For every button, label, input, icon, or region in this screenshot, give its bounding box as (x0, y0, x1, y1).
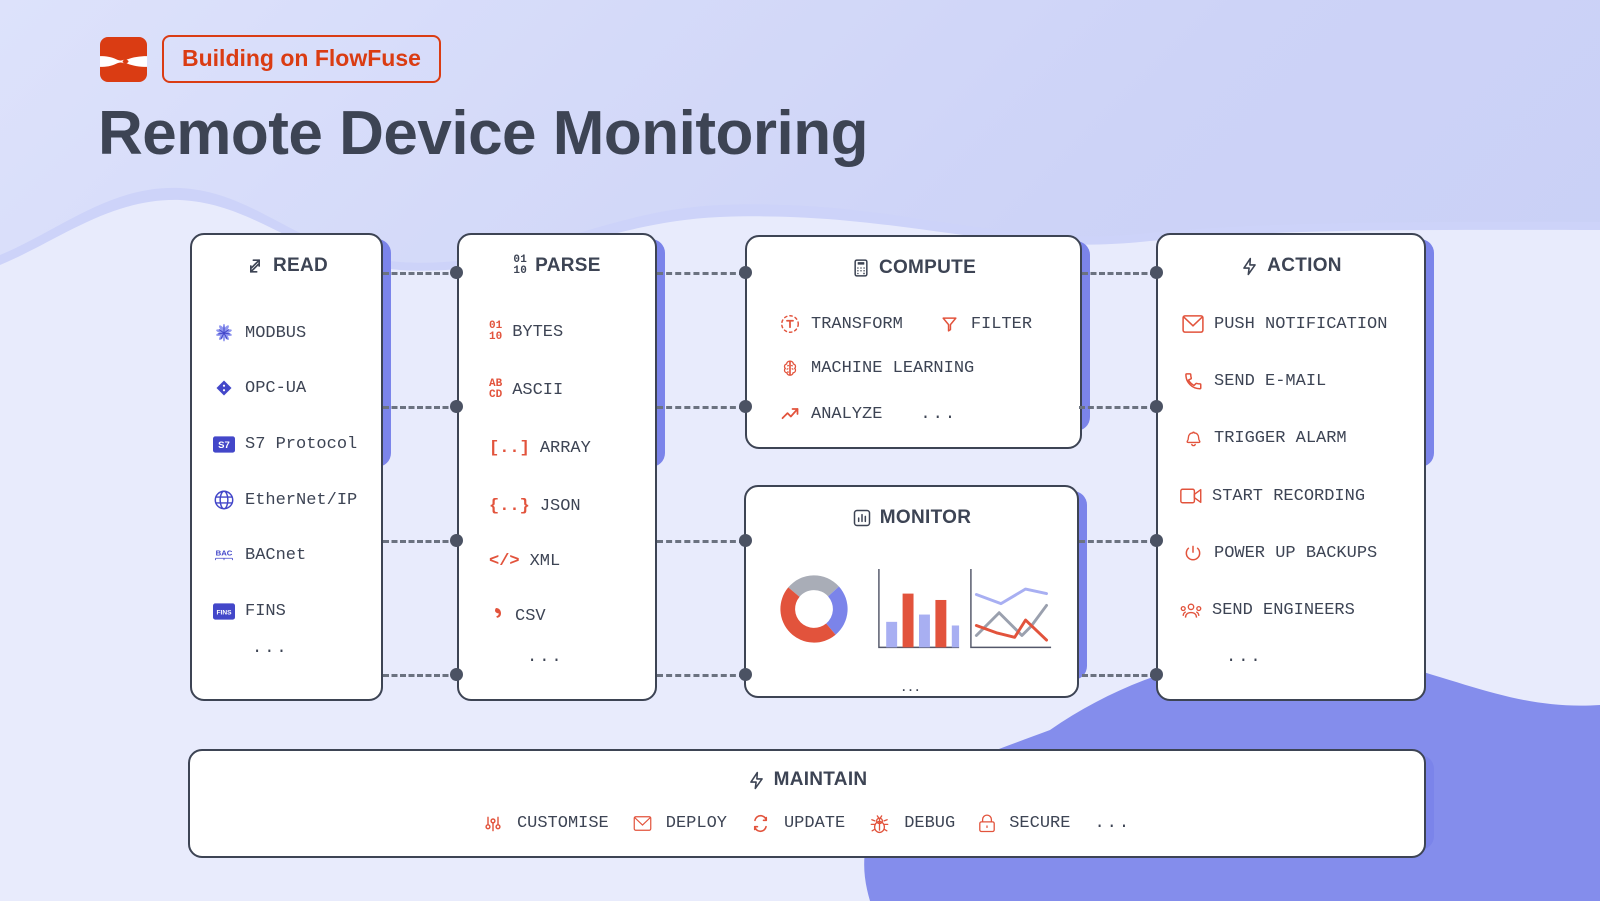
svg-text:BAC: BAC (216, 549, 233, 558)
svg-text:S7: S7 (218, 440, 230, 451)
svg-text:FINS: FINS (216, 609, 232, 616)
